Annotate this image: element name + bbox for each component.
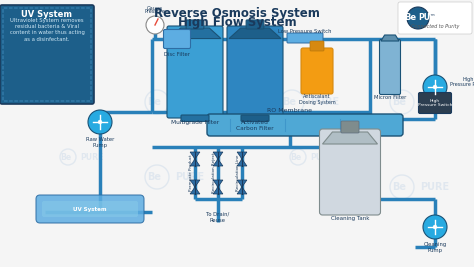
FancyBboxPatch shape: [186, 20, 204, 29]
Polygon shape: [213, 152, 223, 159]
Circle shape: [433, 85, 437, 89]
FancyBboxPatch shape: [419, 92, 452, 113]
Polygon shape: [190, 159, 200, 166]
Text: Multigrade Filter: Multigrade Filter: [171, 120, 219, 125]
Text: Be: Be: [61, 152, 72, 162]
Text: High Flow System: High Flow System: [178, 16, 296, 29]
Circle shape: [88, 110, 112, 134]
Text: UV System: UV System: [73, 206, 107, 211]
FancyBboxPatch shape: [301, 48, 333, 94]
Text: PURE: PURE: [175, 172, 204, 182]
Text: Antiscalant
Dosing System: Antiscalant Dosing System: [299, 94, 336, 105]
FancyBboxPatch shape: [181, 115, 209, 121]
Text: Be: Be: [291, 152, 302, 162]
FancyBboxPatch shape: [310, 41, 324, 51]
Text: Reverse Osmosis System: Reverse Osmosis System: [154, 7, 320, 20]
FancyBboxPatch shape: [0, 5, 94, 104]
Text: Raw Water
Pump: Raw Water Pump: [86, 137, 114, 148]
Circle shape: [423, 215, 447, 239]
Text: ™: ™: [429, 15, 435, 21]
Text: To Drain/
Reuse: To Drain/ Reuse: [206, 212, 229, 223]
FancyBboxPatch shape: [207, 114, 403, 136]
Polygon shape: [237, 152, 247, 159]
FancyBboxPatch shape: [167, 26, 223, 118]
Text: Gauge: Gauge: [147, 6, 163, 11]
Text: Be: Be: [404, 14, 416, 22]
FancyBboxPatch shape: [36, 195, 144, 223]
FancyBboxPatch shape: [246, 20, 264, 29]
Text: Activated
Carbon Filter: Activated Carbon Filter: [236, 120, 274, 131]
Circle shape: [407, 7, 429, 29]
Text: PURE: PURE: [310, 152, 333, 162]
Text: Be: Be: [282, 97, 296, 107]
Text: Recirculation Reject: Recirculation Reject: [212, 153, 216, 193]
Text: Low Pressure Switch: Low Pressure Switch: [278, 29, 332, 34]
Text: RO Membrane: RO Membrane: [267, 108, 312, 113]
Text: UV System: UV System: [21, 10, 73, 19]
FancyBboxPatch shape: [287, 33, 323, 43]
FancyBboxPatch shape: [164, 29, 191, 49]
Text: Be: Be: [147, 97, 161, 107]
Text: PURE: PURE: [80, 152, 103, 162]
Circle shape: [98, 120, 102, 124]
Polygon shape: [237, 159, 247, 166]
Text: Be: Be: [392, 97, 406, 107]
Polygon shape: [237, 180, 247, 187]
Text: PURE: PURE: [175, 97, 204, 107]
Text: High
Pressure Pump: High Pressure Pump: [450, 77, 474, 87]
Polygon shape: [190, 152, 200, 159]
Polygon shape: [213, 159, 223, 166]
Text: Ultraviolet System removes
residual bacteria & Viral
content in water thus actin: Ultraviolet System removes residual bact…: [9, 18, 84, 42]
Polygon shape: [381, 35, 399, 41]
Text: Connected to Purity: Connected to Purity: [411, 24, 459, 29]
Text: PURE: PURE: [310, 97, 339, 107]
Polygon shape: [237, 187, 247, 194]
Text: PURE: PURE: [420, 97, 449, 107]
Polygon shape: [229, 28, 281, 38]
Circle shape: [146, 16, 164, 34]
FancyBboxPatch shape: [398, 2, 472, 34]
Text: Be: Be: [392, 182, 406, 192]
Text: Pressure: Pressure: [145, 9, 165, 14]
Circle shape: [433, 225, 437, 229]
Text: Cleaning
Pump: Cleaning Pump: [423, 242, 447, 253]
Text: Be: Be: [147, 172, 161, 182]
Polygon shape: [169, 28, 221, 38]
Text: Micron Filter: Micron Filter: [374, 95, 406, 100]
Text: PURE: PURE: [418, 14, 441, 22]
FancyBboxPatch shape: [380, 40, 401, 95]
Text: High
Pressure Switch: High Pressure Switch: [418, 99, 452, 107]
Polygon shape: [213, 180, 223, 187]
Text: Recirculation Line: Recirculation Line: [236, 155, 240, 191]
Circle shape: [423, 75, 447, 99]
Text: Disc Filter: Disc Filter: [164, 52, 190, 57]
FancyBboxPatch shape: [241, 115, 269, 121]
FancyBboxPatch shape: [341, 121, 359, 133]
FancyBboxPatch shape: [42, 201, 138, 217]
Text: PURE: PURE: [420, 182, 449, 192]
FancyBboxPatch shape: [319, 129, 381, 215]
Polygon shape: [322, 132, 377, 144]
Polygon shape: [190, 180, 200, 187]
Text: Permeate Product: Permeate Product: [189, 155, 193, 191]
FancyBboxPatch shape: [227, 26, 283, 118]
Polygon shape: [190, 187, 200, 194]
Polygon shape: [213, 187, 223, 194]
Text: Cleaning Tank: Cleaning Tank: [331, 216, 369, 221]
